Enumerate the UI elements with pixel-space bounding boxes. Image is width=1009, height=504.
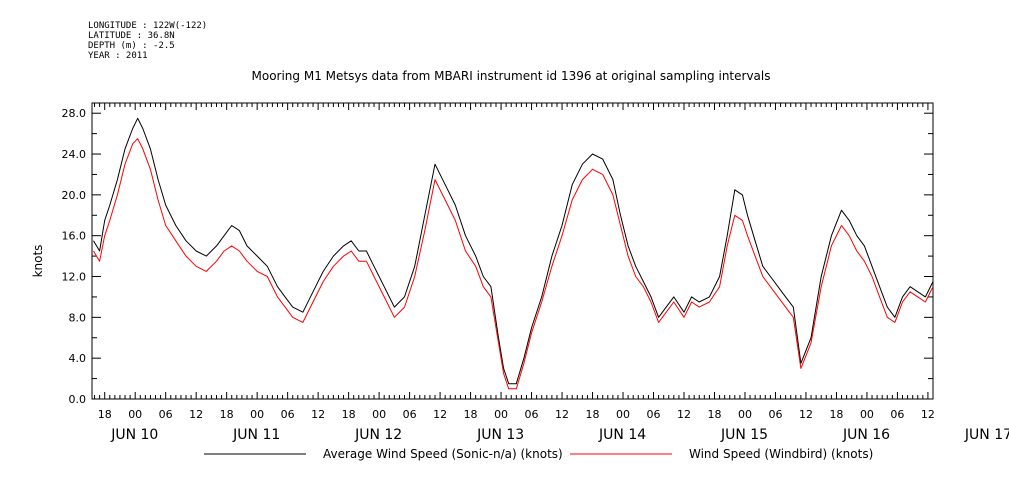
latitude-label: LATITUDE : 36.8N — [88, 31, 175, 41]
x-tick-label: 00 — [128, 408, 142, 421]
x-tick-label: 18 — [464, 408, 478, 421]
x-tick-label: 06 — [525, 408, 539, 421]
y-tick-label: 12.0 — [62, 271, 87, 284]
y-axis: 0.0 4.0 8.0 12.0 16.0 20.0 24.0 28.0 — [62, 107, 933, 406]
x-tick-label: 18 — [707, 408, 721, 421]
chart-title: Mooring M1 Metsys data from MBARI instru… — [252, 69, 771, 83]
longitude-label: LONGITUDE : 122W(-122) — [88, 21, 208, 31]
x-date-label: JUN 12 — [354, 427, 402, 443]
y-tick-label: 16.0 — [62, 230, 87, 243]
x-tick-label: 18 — [829, 408, 843, 421]
x-tick-label: 00 — [738, 408, 752, 421]
series-line-sonic — [93, 117, 934, 385]
x-date-label: JUN 11 — [232, 427, 280, 443]
x-date-label: JUN 10 — [110, 427, 158, 443]
x-tick-label: 06 — [647, 408, 661, 421]
series-layer — [93, 117, 934, 390]
x-axis: 18 00 06 12 18 00 06 12 18 00 06 12 18 00 06 12 18 00 06 12… — [98, 408, 1009, 443]
y-axis-label: knots — [31, 245, 45, 278]
x-tick-label: 06 — [890, 408, 904, 421]
y-tick-label: 20.0 — [62, 189, 87, 202]
x-tick-label: 00 — [494, 408, 508, 421]
x-tick-label: 00 — [860, 408, 874, 421]
x-tick-label: 12 — [799, 408, 813, 421]
legend-label-windbird: Wind Speed (Windbird) (knots) — [689, 447, 873, 461]
y-tick-label: 0.0 — [69, 393, 87, 406]
y-tick-label: 8.0 — [69, 311, 87, 324]
x-tick-label: 06 — [403, 408, 417, 421]
x-tick-label: 00 — [250, 408, 264, 421]
x-date-label: JUN 17 — [964, 427, 1009, 443]
x-tick-label: 06 — [281, 408, 295, 421]
x-tick-label: 12 — [189, 408, 203, 421]
x-tick-label: 06 — [768, 408, 782, 421]
x-tick-label: 12 — [433, 408, 447, 421]
x-tick-label: 12 — [921, 408, 935, 421]
y-tick-label: 4.0 — [69, 352, 87, 365]
x-tick-label: 18 — [342, 408, 356, 421]
x-tick-label: 00 — [372, 408, 386, 421]
year-label: YEAR : 2011 — [88, 51, 148, 61]
x-date-label: JUN 13 — [476, 427, 524, 443]
x-date-label: JUN 15 — [720, 427, 768, 443]
x-date-label: JUN 16 — [842, 427, 890, 443]
x-tick-label: 18 — [220, 408, 234, 421]
legend-label-sonic: Average Wind Speed (Sonic-n/a) (knots) — [323, 447, 563, 461]
x-tick-label: 18 — [98, 408, 112, 421]
x-tick-label: 12 — [555, 408, 569, 421]
x-date-label: JUN 14 — [598, 427, 646, 443]
x-tick-label: 12 — [677, 408, 691, 421]
x-tick-label: 12 — [311, 408, 325, 421]
y-tick-label: 24.0 — [62, 148, 87, 161]
series-line-windbird — [93, 138, 934, 390]
legend: Average Wind Speed (Sonic-n/a) (knots) W… — [204, 447, 873, 461]
depth-label: DEPTH (m) : -2.5 — [88, 41, 175, 51]
x-tick-label: 18 — [586, 408, 600, 421]
dataset-metadata: LONGITUDE : 122W(-122) LATITUDE : 36.8N … — [88, 21, 207, 61]
plot-frame — [91, 102, 934, 400]
minor-ticks — [94, 103, 934, 399]
y-tick-label: 28.0 — [62, 107, 87, 120]
x-tick-label: 06 — [159, 408, 173, 421]
x-tick-label: 00 — [616, 408, 630, 421]
